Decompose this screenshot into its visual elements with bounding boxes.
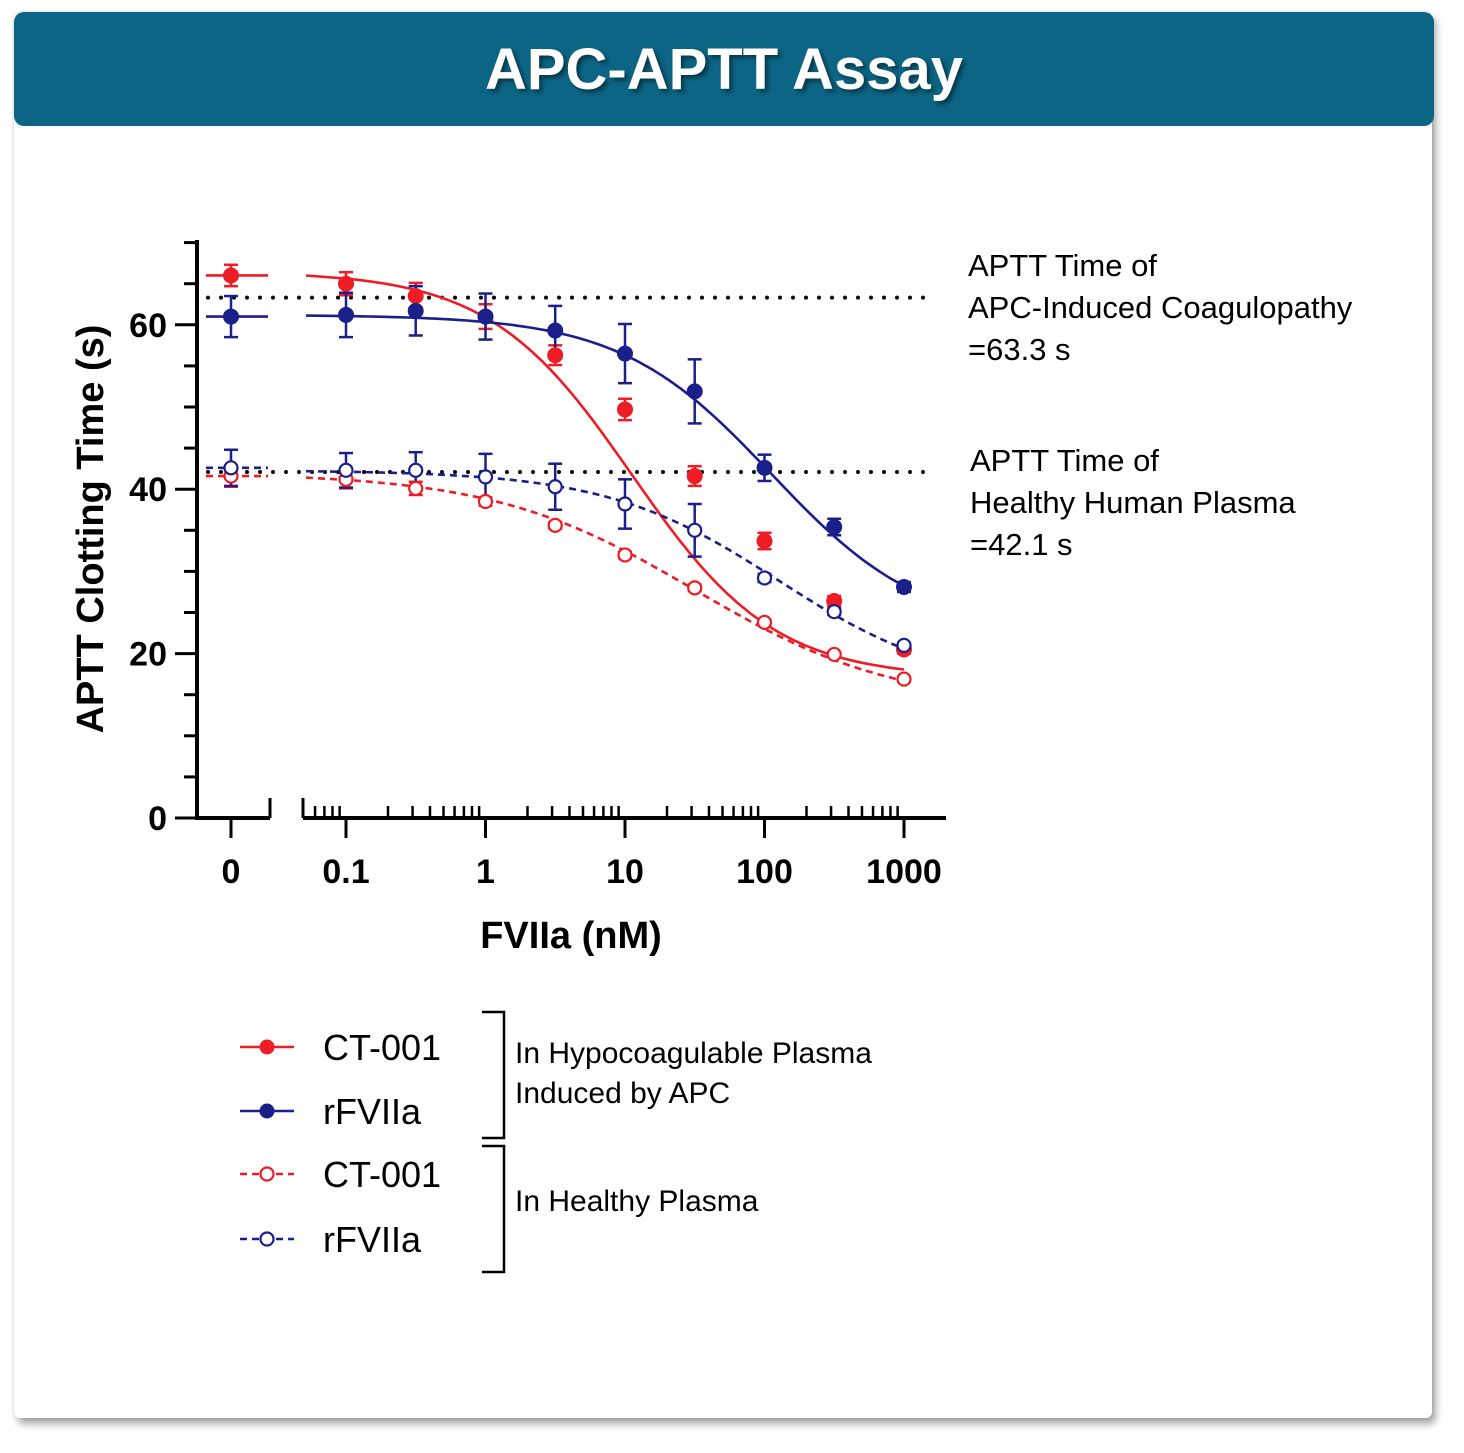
data-point [223,308,239,325]
reference-line-label: =63.3 s [968,332,1071,367]
y-tick-label: 20 [129,636,167,674]
data-point [896,671,912,687]
reference-line-label: Healthy Human Plasma [970,485,1296,520]
data-point [687,580,703,596]
data-point [826,604,842,620]
legend-label: CT-001 [323,1027,441,1068]
y-tick-label: 60 [129,307,167,345]
reference-line-label: APTT Time of [970,443,1159,478]
x-tick-label: 10 [606,853,644,891]
data-point [617,345,633,362]
data-point [547,517,563,533]
x-tick-label: 0.1 [322,853,369,891]
data-point [826,519,843,536]
data-point [617,496,633,512]
x-tick-label: 0 [222,853,241,891]
data-point [223,460,239,476]
legend-marker [259,1231,275,1247]
y-tick-label: 0 [148,800,167,838]
fit-curve [305,274,905,671]
legend-group-bracket [482,1144,506,1274]
x-tick-label: 1000 [866,853,942,891]
legend-label: rFVIIa [323,1091,422,1132]
x-tick-label: 100 [736,853,793,891]
reference-line-label: APC-Induced Coagulopathy [968,290,1353,325]
data-point [407,288,424,305]
data-point [756,570,773,586]
legend-label: rFVIIa [323,1219,422,1260]
data-point [617,401,633,418]
title-banner: APC-APTT Assay [14,12,1434,126]
legend-marker [259,1103,275,1119]
fit-curve [305,314,905,588]
data-point [756,459,773,476]
page-title: APC-APTT Assay [484,36,964,102]
data-points [223,267,912,687]
data-point [896,637,912,653]
data-point [896,579,912,596]
legend-group-bracket [482,1010,506,1140]
legend: CT-001 rFVIIa CT-001 rFVIIa In Hypocoagulabl… [240,1010,872,1274]
figure-card [14,12,1432,1418]
data-point [477,308,494,325]
x-axis-title: FVIIa (nM) [480,915,662,957]
annotations: APTT Time of APC-Induced Coagulopathy =63.… [968,248,1353,562]
reference-line-label: APTT Time of [968,248,1157,283]
data-point [686,468,703,485]
data-point [756,532,773,549]
legend-label: CT-001 [323,1154,441,1195]
reference-line-label: =42.1 s [970,527,1073,562]
legend-marker [259,1039,275,1055]
data-point [756,614,773,630]
reference-lines [206,295,937,474]
data-point [408,462,424,478]
data-point [408,480,424,496]
error-bars [224,263,911,683]
data-point [477,469,494,485]
data-point [687,522,703,538]
data-point [547,479,563,495]
y-axis-title: APTT Clotting Time (s) [70,325,112,734]
data-point [338,462,354,478]
data-point [826,646,842,663]
data-point [617,547,633,563]
legend-group-label: In Hypocoagulable Plasma [515,1037,872,1070]
data-point [686,383,703,400]
data-point [477,493,494,510]
x-tick-label: 1 [476,853,495,891]
data-point [223,267,239,284]
axes: 0 20 40 60 APTT Clotting Time (s) 0 0.1 1 10 100 1… [70,240,946,957]
legend-group-label: In Healthy Plasma [515,1185,759,1218]
data-point [407,302,424,319]
y-tick-label: 40 [129,471,167,509]
legend-marker [259,1166,275,1182]
data-point [547,347,564,364]
data-point [338,306,354,323]
data-point [338,275,354,292]
legend-group-label: Induced by APC [515,1077,730,1110]
data-point [547,322,564,339]
fit-curve [305,469,905,651]
